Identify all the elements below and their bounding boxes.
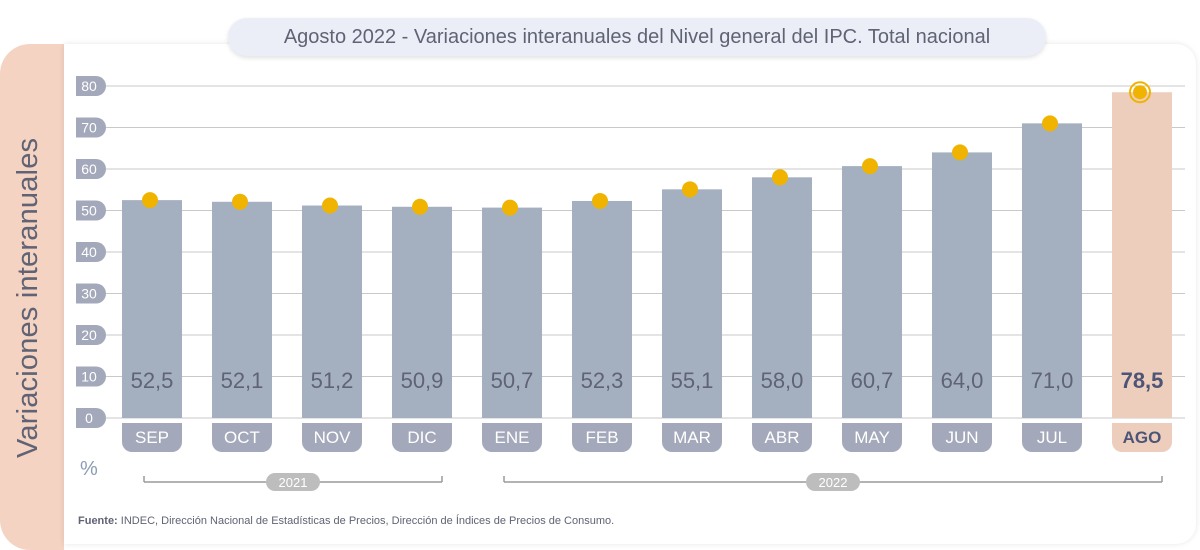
x-tick-badge [662, 423, 722, 452]
year-label: 2021 [279, 475, 308, 490]
x-tick-label: JUL [1037, 428, 1067, 447]
data-label: 50,7 [491, 368, 534, 393]
data-label: 52,3 [581, 368, 624, 393]
data-point [502, 199, 518, 216]
x-tick-badge [1022, 423, 1082, 452]
data-label: 52,1 [221, 368, 264, 393]
bar [482, 207, 542, 418]
y-tick-label: 80 [81, 78, 97, 94]
x-tick-label: OCT [224, 428, 260, 447]
y-tick-label: 70 [81, 120, 97, 136]
data-label: 60,7 [851, 368, 894, 393]
bar [572, 200, 632, 418]
x-tick-label: ABR [765, 428, 800, 447]
data-point [1042, 115, 1058, 132]
x-tick-badge [1112, 423, 1172, 452]
bar [932, 152, 992, 418]
y-tick-badge [76, 242, 106, 262]
y-tick-badge [76, 283, 106, 304]
x-tick-label: JUN [945, 428, 978, 447]
bar [1112, 92, 1172, 418]
bar [752, 177, 812, 418]
source-text: INDEC, Dirección Nacional de Estadística… [120, 515, 615, 527]
data-point [682, 181, 698, 198]
y-tick-badge [76, 408, 106, 428]
x-tick-badge [302, 423, 362, 452]
y-tick-label: 0 [85, 410, 93, 426]
bar [122, 200, 182, 418]
data-point [142, 192, 158, 209]
data-point [1133, 85, 1147, 100]
x-tick-badge [122, 423, 182, 452]
x-tick-label: MAY [854, 428, 890, 447]
data-label: 51,2 [311, 368, 354, 393]
x-tick-badge [392, 423, 452, 452]
x-tick-badge [482, 423, 542, 452]
data-label: 71,0 [1031, 368, 1074, 393]
x-tick-badge [932, 423, 992, 452]
chart-title: Agosto 2022 - Variaciones interanuales d… [228, 18, 1046, 56]
side-panel [0, 44, 64, 550]
data-label: 64,0 [941, 368, 984, 393]
x-tick-badge [572, 423, 632, 452]
y-tick-badge [76, 117, 106, 138]
source-note: Fuente: INDEC, Dirección Nacional de Est… [78, 515, 614, 527]
y-tick-badge [76, 200, 106, 221]
y-tick-label: 40 [81, 244, 97, 260]
data-point [592, 192, 608, 209]
x-tick-label: FEB [585, 428, 618, 447]
data-label: 58,0 [761, 368, 804, 393]
bar [662, 189, 722, 418]
data-point [952, 144, 968, 161]
data-point [772, 169, 788, 186]
bar [1022, 123, 1082, 418]
x-tick-label: ENE [495, 428, 530, 447]
x-tick-label: SEP [135, 428, 169, 447]
data-point [412, 198, 428, 215]
x-tick-badge [842, 423, 902, 452]
year-label: 2022 [819, 475, 848, 490]
data-label: 78,5 [1121, 368, 1164, 393]
year-badge [266, 473, 320, 491]
y-tick-label: 10 [81, 369, 97, 385]
data-point [862, 158, 878, 175]
y-tick-badge [76, 325, 106, 345]
x-tick-label: DIC [407, 428, 436, 447]
y-tick-label: 20 [81, 327, 97, 343]
y-tick-label: 60 [81, 161, 97, 177]
data-label: 55,1 [671, 368, 714, 393]
unit-label: % [80, 458, 98, 480]
x-tick-label: MAR [673, 428, 711, 447]
y-tick-label: 50 [81, 203, 97, 219]
x-tick-label: AGO [1123, 428, 1162, 447]
x-tick-badge [752, 423, 812, 452]
data-point [322, 197, 338, 214]
bar [842, 166, 902, 418]
data-point [232, 193, 248, 210]
y-tick-badge [76, 159, 106, 179]
y-tick-badge [76, 366, 106, 387]
x-tick-badge [212, 423, 272, 452]
bar [392, 206, 452, 418]
source-label: Fuente: [78, 515, 118, 527]
bar [212, 201, 272, 418]
year-badge [806, 473, 860, 491]
data-label: 52,5 [131, 368, 174, 393]
y-tick-label: 30 [81, 286, 97, 302]
marker-ring [1129, 81, 1151, 104]
y-tick-badge [76, 76, 106, 96]
data-label: 50,9 [401, 368, 444, 393]
bar [302, 205, 362, 418]
x-tick-label: NOV [314, 428, 352, 447]
